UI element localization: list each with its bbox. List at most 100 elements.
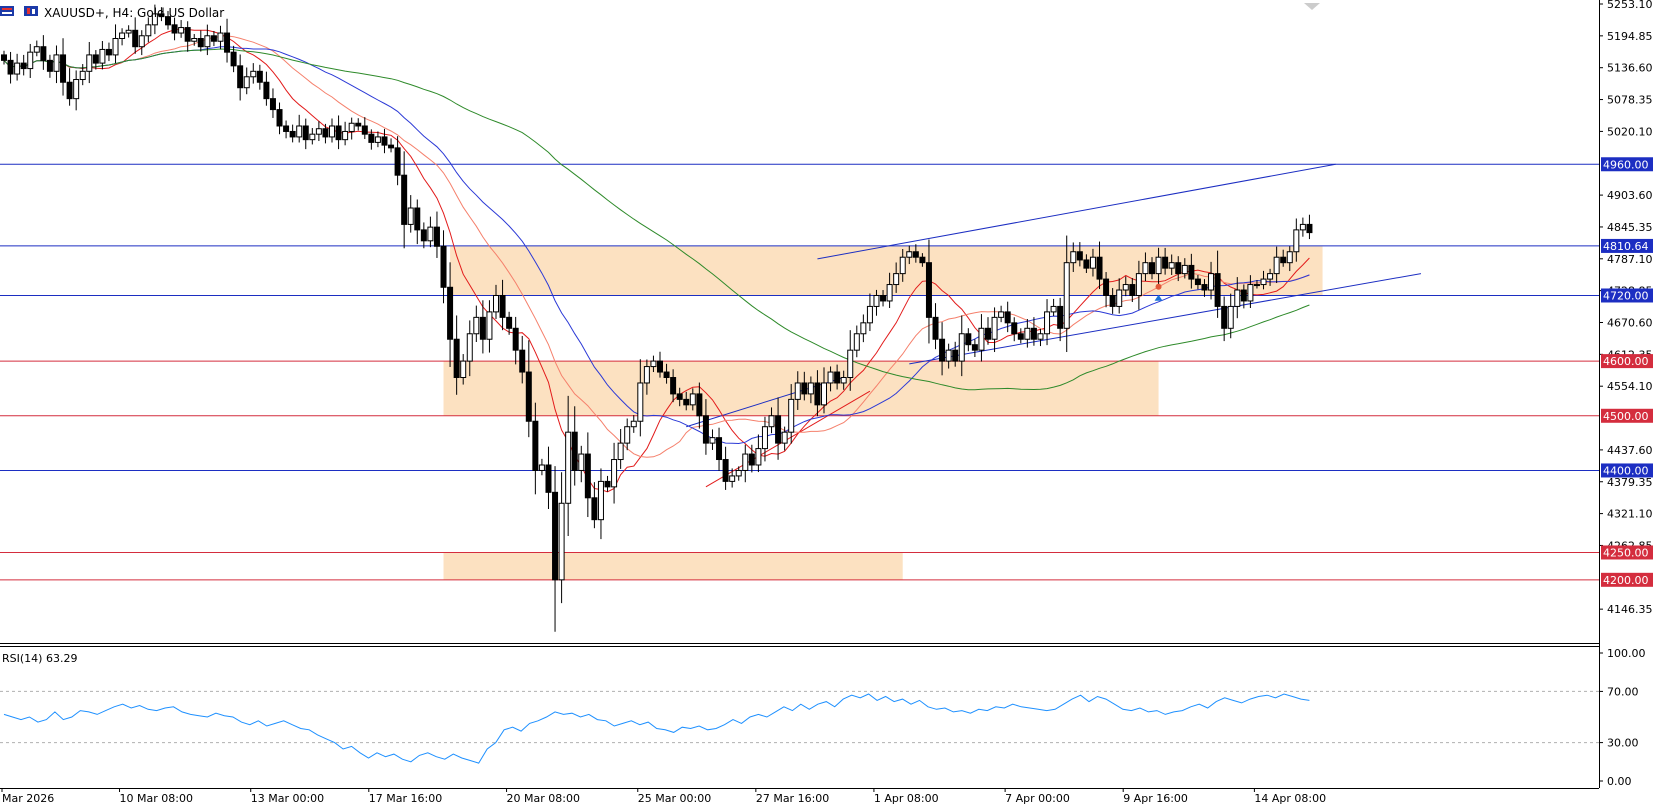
candle-bull: [565, 431, 572, 504]
candle-bear: [453, 338, 460, 379]
level-price-label: 4600.00: [1603, 355, 1649, 368]
level-price-label: 4250.00: [1603, 546, 1649, 559]
grid-icon[interactable]: [0, 6, 14, 16]
candle-bear: [1306, 223, 1313, 234]
price-tick-label: 4787.10: [1607, 253, 1653, 266]
candle-bull: [893, 273, 900, 286]
candle-bull: [1181, 264, 1188, 275]
candle-bear: [184, 27, 191, 42]
price-tick-label: 4379.35: [1607, 476, 1653, 489]
candle-bull: [407, 207, 414, 225]
chart-type-icon[interactable]: [24, 6, 38, 16]
candle-bull: [33, 46, 40, 53]
candle-bear: [519, 349, 526, 373]
candle-bull: [486, 311, 493, 340]
candle-bear: [1103, 278, 1110, 296]
candle-bull: [1142, 262, 1149, 275]
candle-bull: [329, 125, 335, 138]
sell-arrow-icon[interactable]: [1155, 283, 1162, 290]
candle-bear: [1240, 289, 1247, 302]
candle-bull: [840, 377, 847, 384]
candle-bull: [781, 431, 788, 444]
level-price-tag: [1601, 157, 1653, 172]
candle-bull: [643, 366, 650, 384]
candle-bull: [1044, 311, 1051, 335]
candle-bull: [617, 442, 624, 461]
time-tick-label: Mar 2026: [2, 792, 54, 805]
candle-bear: [132, 29, 139, 48]
candle-bear: [355, 122, 362, 127]
candle-bull: [79, 70, 86, 81]
candle-bear: [388, 144, 395, 149]
candle-bear: [663, 371, 670, 379]
candle-bull: [945, 349, 952, 362]
rsi-panel: 100.00 70.00 30.00 0.00: [0, 647, 1646, 788]
candle-bear: [7, 59, 14, 75]
candle-bull: [145, 24, 152, 37]
candle-bull: [1122, 284, 1129, 291]
candle-bear: [834, 371, 841, 384]
candle-bull: [1070, 251, 1077, 264]
candle-bull: [138, 35, 145, 48]
candle-bear: [985, 327, 991, 340]
candle-bull: [807, 382, 814, 395]
candle-bull: [296, 125, 303, 138]
candle-bear: [237, 65, 244, 89]
trendline[interactable]: [705, 390, 871, 488]
rsi-tick-label: 70.00: [1607, 685, 1639, 698]
candle-bear: [1017, 333, 1024, 340]
candle-bear: [1162, 256, 1169, 269]
candle-bull: [761, 426, 768, 450]
candle-bull: [1024, 327, 1031, 340]
candle-bear: [722, 459, 729, 482]
buy-arrow-icon[interactable]: [1154, 294, 1163, 301]
candle-bull: [342, 130, 349, 141]
candle-bull: [1247, 284, 1254, 302]
candle-bull: [53, 54, 60, 72]
candle-bear: [532, 420, 539, 471]
candle-bull: [1299, 223, 1306, 231]
candle-bull: [1286, 251, 1293, 264]
candle-bull: [689, 393, 696, 406]
candle-bear: [197, 38, 204, 48]
candle-bull: [466, 333, 473, 362]
moving-average-blue: [3, 46, 1310, 445]
candle-bull: [1293, 229, 1300, 253]
candle-bear: [368, 133, 375, 143]
candle-bull: [217, 32, 224, 42]
candle-bull: [906, 251, 913, 258]
candle-bear: [322, 128, 329, 138]
candle-bull: [1037, 333, 1044, 340]
time-tick-label: 10 Mar 08:00: [120, 792, 193, 805]
candle-bull: [886, 284, 893, 302]
candle-bull: [1135, 273, 1142, 296]
candle-bear: [683, 398, 690, 406]
candle-bull: [624, 426, 631, 444]
candle-bear: [105, 48, 112, 56]
candle-bear: [1004, 311, 1011, 324]
candle-bull: [768, 415, 775, 428]
candle-bear: [1129, 284, 1136, 296]
candle-bear: [1149, 262, 1155, 275]
trade-arrows: [1154, 283, 1163, 301]
candle-bear: [939, 338, 946, 362]
level-price-label: 4400.00: [1603, 464, 1649, 477]
candle-bull: [866, 305, 873, 324]
candle-bear: [702, 415, 709, 444]
candle-bull: [178, 27, 185, 34]
candle-bull: [315, 128, 322, 135]
level-price-label: 4810.64: [1603, 240, 1649, 253]
candle-bear: [66, 81, 73, 100]
trendline[interactable]: [817, 163, 1336, 260]
candle-bull: [827, 371, 834, 384]
candle-bear: [276, 109, 283, 127]
candle-bull: [99, 48, 106, 64]
chart-shift-marker-icon[interactable]: [1304, 3, 1320, 10]
candle-bear: [1280, 256, 1287, 264]
price-tick-label: 4903.60: [1607, 189, 1653, 202]
candle-bear: [880, 294, 887, 302]
price-tick-label: 4670.60: [1607, 317, 1653, 330]
candle-bull: [1063, 262, 1070, 329]
candle-bear: [46, 59, 53, 72]
candle-bear: [499, 294, 506, 318]
